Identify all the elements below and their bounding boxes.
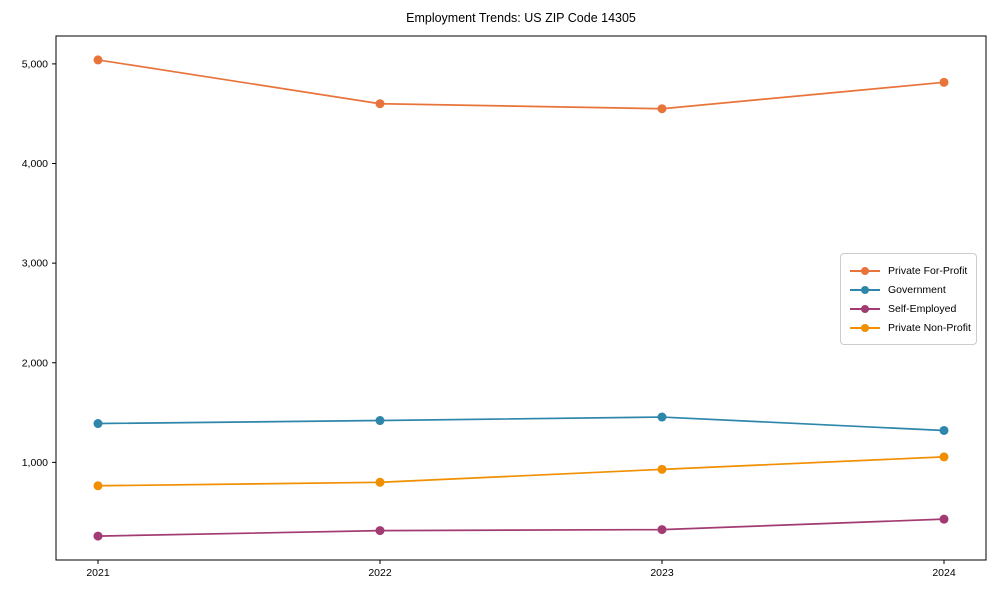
legend-label: Private Non-Profit <box>888 321 971 334</box>
data-point-private-non-profit-2021 <box>93 481 103 491</box>
legend-item-private-non-profit: Private Non-Profit <box>850 318 971 337</box>
legend-marker-icon <box>850 304 880 314</box>
x-tick-label: 2021 <box>86 567 110 579</box>
data-point-private-for-profit-2022 <box>375 99 385 109</box>
series-line-private-for-profit <box>97 59 945 110</box>
data-point-private-non-profit-2024 <box>939 452 949 462</box>
data-point-government-2022 <box>375 416 385 426</box>
legend-item-self-employed: Self-Employed <box>850 299 967 318</box>
chart-title: Employment Trends: US ZIP Code 14305 <box>406 11 636 25</box>
data-point-private-for-profit-2021 <box>93 55 103 65</box>
legend-label: Self-Employed <box>888 302 957 315</box>
data-point-private-for-profit-2023 <box>657 104 667 114</box>
data-point-government-2021 <box>93 419 103 429</box>
y-tick-label: 5,000 <box>22 58 48 70</box>
legend-marker-icon <box>850 266 880 276</box>
data-point-self-employed-2021 <box>93 531 103 541</box>
x-tick-label: 2022 <box>368 567 392 579</box>
data-point-government-2024 <box>939 425 949 435</box>
data-point-private-for-profit-2024 <box>939 77 949 87</box>
series-line-self-employed <box>97 518 945 537</box>
legend-item-private-for-profit: Private For-Profit <box>850 261 967 280</box>
x-tick-label: 2024 <box>932 567 956 579</box>
legend-item-government: Government <box>850 280 967 299</box>
data-point-government-2023 <box>657 412 667 422</box>
data-point-private-non-profit-2022 <box>375 477 385 487</box>
series-line-government <box>97 416 945 432</box>
y-tick-label: 4,000 <box>22 158 48 170</box>
legend-label: Private For-Profit <box>888 264 968 277</box>
plot-border <box>55 35 987 561</box>
data-point-self-employed-2023 <box>657 525 667 535</box>
y-tick-label: 3,000 <box>22 258 48 270</box>
data-point-self-employed-2022 <box>375 526 385 536</box>
y-tick-label: 2,000 <box>22 357 48 369</box>
y-tick-label: 1,000 <box>22 457 48 469</box>
x-tick-label: 2023 <box>650 567 674 579</box>
data-point-private-non-profit-2023 <box>657 464 667 474</box>
chart-legend: Private For-Profit Government Self-Employe… <box>840 253 977 345</box>
legend-marker-icon <box>850 285 880 295</box>
data-point-self-employed-2024 <box>939 514 949 524</box>
series-line-private-non-profit <box>97 456 945 487</box>
legend-label: Government <box>888 283 946 296</box>
legend-marker-icon <box>850 323 880 333</box>
